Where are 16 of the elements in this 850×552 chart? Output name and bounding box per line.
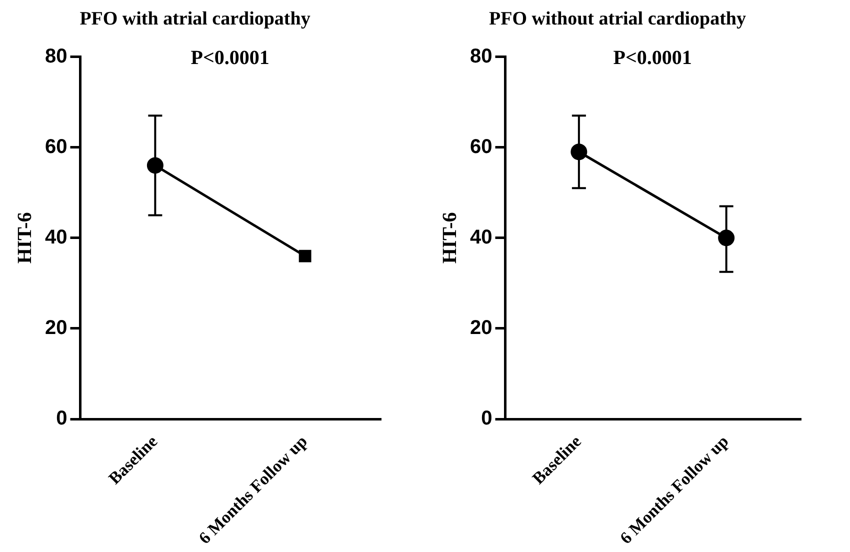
chart-title: PFO without atrial cardiopathy	[488, 8, 747, 30]
annotation: P<0.0001	[613, 46, 692, 69]
y-tick-label: 60	[44, 136, 68, 158]
y-tick-label: 80	[470, 45, 492, 68]
annotation: P<0.0001	[190, 46, 270, 69]
y-tick-label: 20	[470, 317, 492, 339]
y-tick-label: 40	[44, 226, 68, 248]
y-tick-label: 80	[44, 45, 68, 68]
y-tick-label: 40	[470, 226, 492, 248]
y-axis-title: HIT-6	[439, 212, 462, 264]
y-tick-label: 20	[44, 317, 68, 339]
y-tick-label: 0	[481, 408, 492, 430]
chart-title: PFO with atrial cardiopathy	[80, 8, 311, 30]
y-tick-label: 60	[470, 136, 492, 158]
y-tick-label: 0	[56, 408, 68, 430]
y-axis-title: HIT-6	[14, 212, 36, 264]
